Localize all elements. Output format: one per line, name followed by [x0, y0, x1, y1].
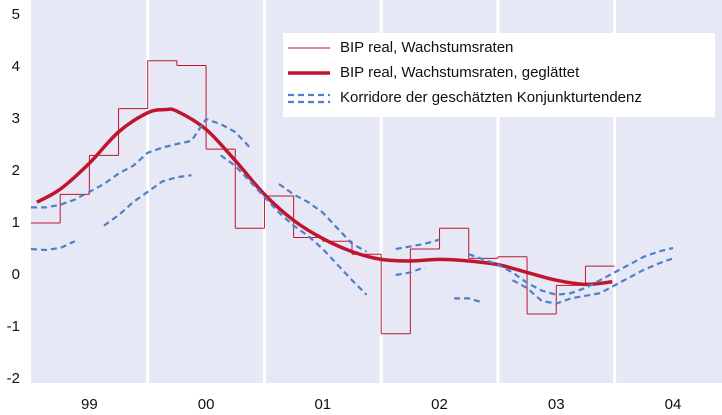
y-tick-label: 5 [12, 6, 20, 23]
y-tick-label: 1 [12, 214, 20, 231]
x-tick-label: 03 [548, 396, 565, 413]
corridor-line [395, 266, 426, 277]
corridor-line [395, 238, 440, 251]
legend-label: BIP real, Wachstumsraten [340, 39, 513, 56]
corridor-line [30, 240, 76, 252]
y-tick-label: 4 [12, 58, 20, 75]
x-tick-label: 00 [198, 396, 215, 413]
legend-box [283, 33, 715, 117]
corridor-line [31, 117, 251, 209]
corridor-line [220, 154, 368, 296]
y-tick-label: -2 [7, 370, 20, 387]
x-tick-label: 04 [665, 396, 682, 413]
corridor-line [468, 246, 674, 296]
legend-label: Korridore der geschätzten Konjunkturtend… [340, 89, 642, 106]
corridor-line [511, 257, 674, 305]
x-tick-label: 01 [314, 396, 331, 413]
legend: BIP real, Wachstumsraten BIP real, Wachst… [283, 33, 715, 117]
y-tick-label: 0 [12, 266, 20, 283]
y-tick-label: 2 [12, 162, 20, 179]
x-tick-label: 02 [431, 396, 448, 413]
corridor-line [278, 183, 368, 253]
corridor-line [103, 174, 192, 227]
corridor-line [454, 297, 484, 304]
legend-label: BIP real, Wachstumsraten, geglättet [340, 64, 580, 81]
smoothed-line [35, 107, 613, 287]
y-tick-label: 3 [12, 110, 20, 127]
x-tick-label: 99 [81, 396, 98, 413]
y-tick-label: -1 [7, 318, 20, 335]
